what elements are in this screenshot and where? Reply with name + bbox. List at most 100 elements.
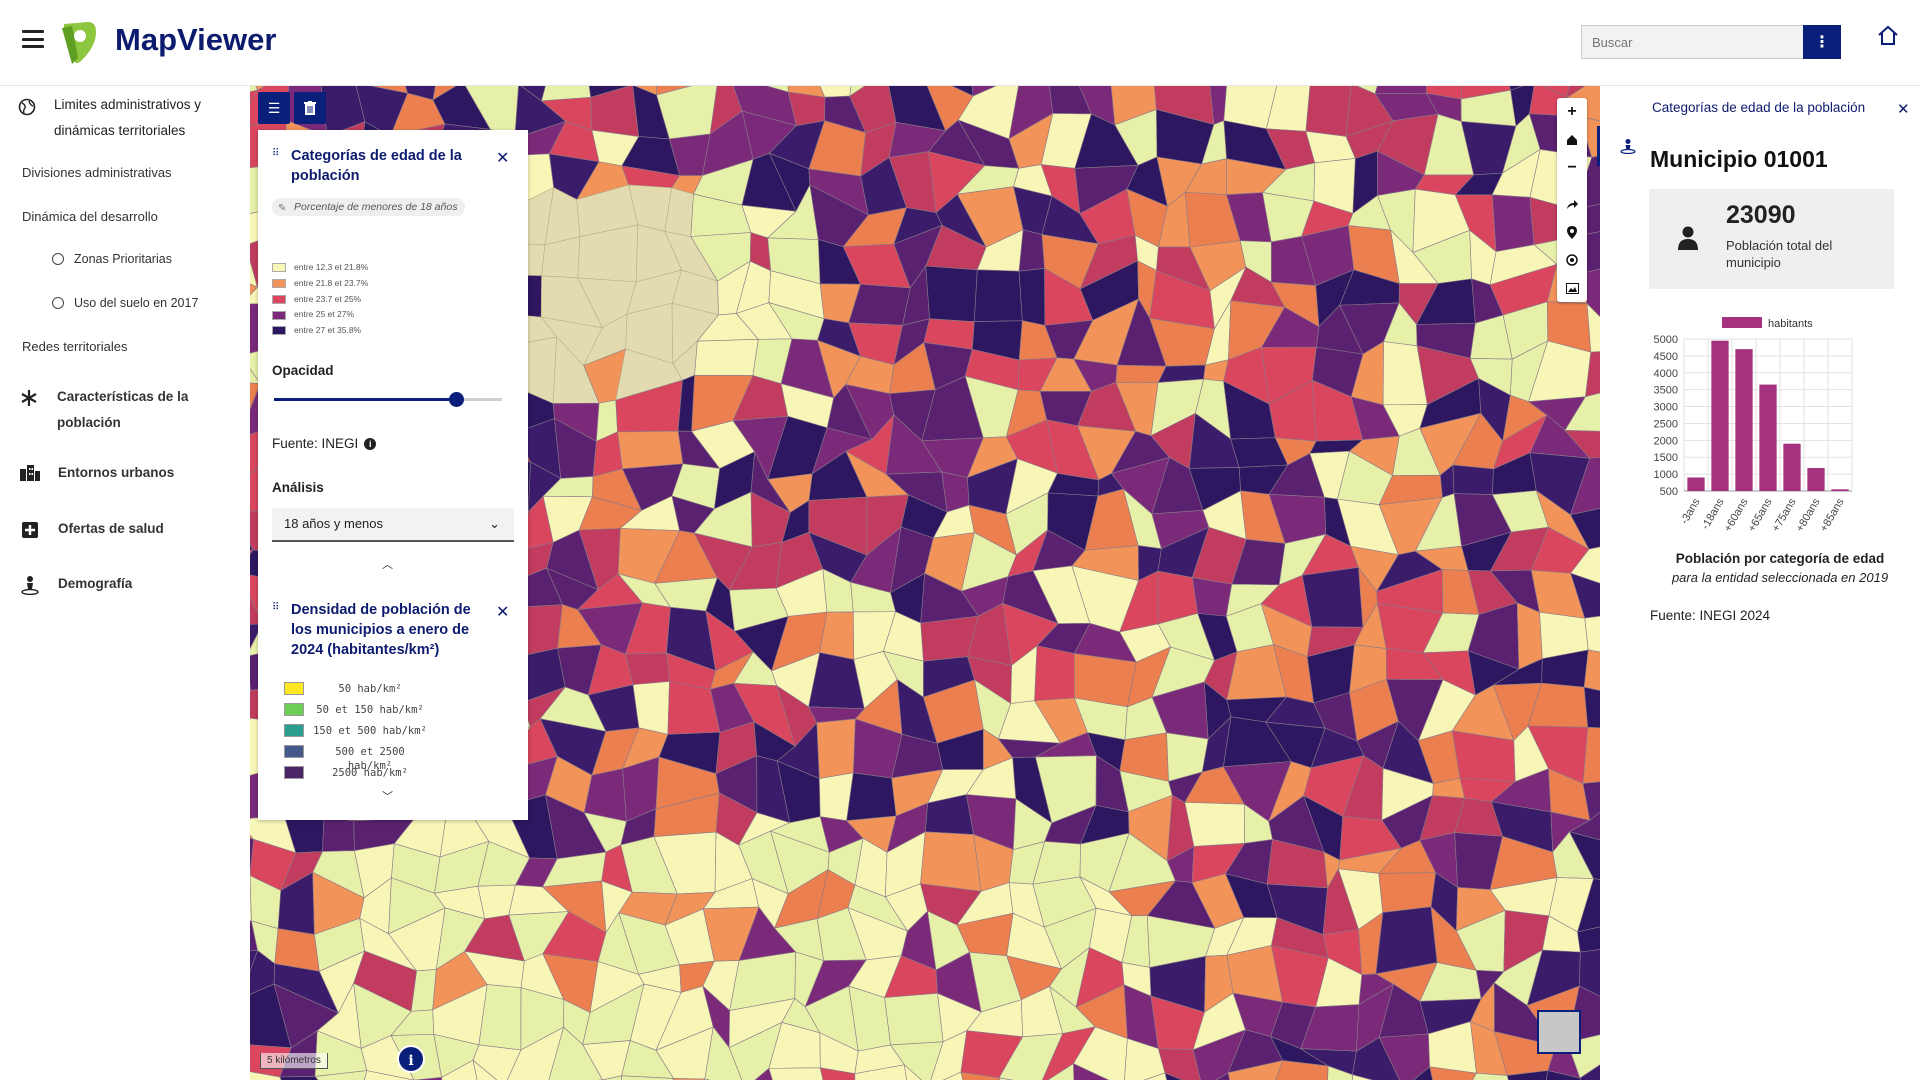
municipality-area[interactable] [618, 1075, 675, 1080]
radio-icon[interactable] [52, 297, 64, 309]
slider-thumb[interactable] [449, 392, 465, 407]
close-icon[interactable]: ✕ [496, 150, 510, 167]
municipality-area[interactable] [1429, 1066, 1477, 1080]
home-icon[interactable] [1876, 24, 1900, 48]
municipality-area[interactable] [1326, 1065, 1354, 1080]
municipality-area[interactable] [1570, 572, 1600, 619]
municipality-area[interactable] [1579, 1062, 1600, 1080]
sidebar-item-divisiones[interactable]: Divisiones administrativas [22, 165, 172, 180]
municipality-area[interactable] [998, 1077, 1045, 1080]
municipality-area[interactable] [352, 1070, 415, 1080]
municipality-area[interactable] [1164, 1072, 1203, 1080]
sidebar-item-zonas[interactable]: Zonas Prioritarias [74, 252, 172, 266]
municipality-area[interactable] [1491, 194, 1535, 252]
home-extent-icon[interactable] [1557, 126, 1587, 154]
municipality-area[interactable] [1074, 653, 1137, 708]
close-icon[interactable]: ✕ [1897, 101, 1910, 118]
municipality-area[interactable] [920, 831, 982, 892]
municipality-area[interactable] [1374, 86, 1427, 95]
municipality-area[interactable] [625, 652, 670, 685]
municipality-area[interactable] [973, 269, 1023, 322]
municipality-area[interactable] [250, 623, 264, 656]
municipality-area[interactable] [1199, 1072, 1237, 1080]
municipality-area[interactable] [1579, 949, 1600, 1008]
municipality-area[interactable] [1191, 577, 1233, 617]
municipality-area[interactable] [1073, 1063, 1124, 1080]
municipality-area[interactable] [1540, 1070, 1591, 1080]
chevron-up-icon[interactable]: ︿ [382, 559, 393, 571]
municipality-area[interactable] [1582, 726, 1600, 784]
municipality-area[interactable] [1568, 831, 1600, 882]
municipality-area[interactable] [1352, 1074, 1404, 1080]
municipality-area[interactable] [1034, 645, 1075, 702]
municipality-area[interactable] [923, 1071, 973, 1080]
municipality-area[interactable] [250, 1071, 290, 1080]
municipality-area[interactable] [1460, 1072, 1518, 1080]
municipality-area[interactable] [1583, 649, 1600, 694]
info-button[interactable]: i [397, 1045, 425, 1073]
municipality-area[interactable] [403, 1077, 447, 1080]
municipality-area[interactable] [1577, 922, 1600, 953]
more-vertical-icon[interactable]: ⋮ [1803, 25, 1841, 59]
municipality-area[interactable] [250, 549, 254, 573]
sidebar-item-uso-suelo[interactable]: Uso del suelo en 2017 [74, 296, 199, 310]
panel-toggle-tab[interactable] [1597, 126, 1602, 166]
municipality-area[interactable] [1115, 364, 1167, 383]
municipality-area[interactable] [1387, 1066, 1437, 1080]
minimap[interactable] [1537, 1010, 1581, 1054]
zoom-out-button[interactable]: − [1567, 159, 1577, 176]
municipality-area[interactable] [472, 1044, 522, 1080]
close-icon[interactable]: ✕ [496, 604, 510, 621]
municipality-area[interactable] [250, 261, 258, 306]
municipality-area[interactable] [1582, 781, 1600, 821]
municipality-area[interactable] [704, 1026, 745, 1080]
municipality-area[interactable] [1301, 566, 1364, 628]
municipality-area[interactable] [322, 816, 355, 852]
trash-icon[interactable] [294, 92, 326, 124]
municipality-area[interactable] [819, 1067, 856, 1080]
municipality-area[interactable] [925, 265, 978, 322]
sidebar-item-entornos[interactable]: Entornos urbanos [58, 465, 175, 480]
sidebar-item-ofertas-salud[interactable]: Ofertas de salud [58, 521, 164, 536]
municipality-area[interactable] [1570, 455, 1600, 516]
municipality-area[interactable] [1040, 1063, 1075, 1080]
search-input[interactable] [1581, 25, 1803, 59]
municipality-area[interactable] [1305, 86, 1352, 137]
analysis-select[interactable]: 18 años y menos ⌄ [272, 508, 514, 542]
zoom-in-button[interactable]: + [1567, 103, 1577, 120]
chevron-down-icon[interactable]: ﹀ [382, 791, 393, 803]
municipality-area[interactable] [816, 718, 856, 779]
municipality-area[interactable] [1018, 229, 1045, 272]
location-pin-icon[interactable] [1557, 218, 1587, 246]
municipality-area[interactable] [1266, 1060, 1329, 1080]
municipality-area[interactable] [1583, 686, 1600, 729]
municipality-area[interactable] [1568, 807, 1600, 845]
municipality-area[interactable] [1586, 302, 1600, 353]
municipality-area[interactable] [960, 1071, 1009, 1080]
sidebar-item-limites[interactable]: Limites administrativos y dinámicas terr… [54, 97, 202, 138]
sidebar-item-redes[interactable]: Redes territoriales [22, 339, 128, 354]
opacity-slider[interactable] [274, 392, 502, 407]
municipality-area[interactable] [632, 681, 670, 735]
list-icon[interactable]: ☰ [258, 92, 290, 124]
municipality-area[interactable] [694, 339, 759, 376]
municipality-area[interactable] [854, 1064, 910, 1080]
municipality-area[interactable] [505, 1026, 565, 1080]
municipality-area[interactable] [617, 430, 684, 470]
municipality-area[interactable] [1516, 602, 1543, 670]
radio-icon[interactable] [52, 253, 64, 265]
info-icon[interactable]: i [364, 438, 377, 450]
municipality-area[interactable] [1184, 802, 1246, 847]
municipality-area[interactable] [903, 1064, 928, 1080]
drag-handle-icon[interactable]: ⠿ [272, 148, 280, 159]
municipality-area[interactable] [1570, 546, 1600, 594]
municipality-area[interactable] [441, 1059, 486, 1080]
share-icon[interactable] [1557, 190, 1587, 218]
municipality-area[interactable] [1585, 350, 1600, 398]
crosshair-icon[interactable] [1557, 246, 1587, 274]
municipality-area[interactable] [1564, 385, 1600, 432]
municipality-area[interactable] [1564, 430, 1600, 459]
municipality-area[interactable] [1378, 872, 1437, 913]
drag-handle-icon[interactable]: ⠿ [272, 602, 280, 613]
sidebar-item-demografia[interactable]: Demografía [58, 576, 133, 591]
